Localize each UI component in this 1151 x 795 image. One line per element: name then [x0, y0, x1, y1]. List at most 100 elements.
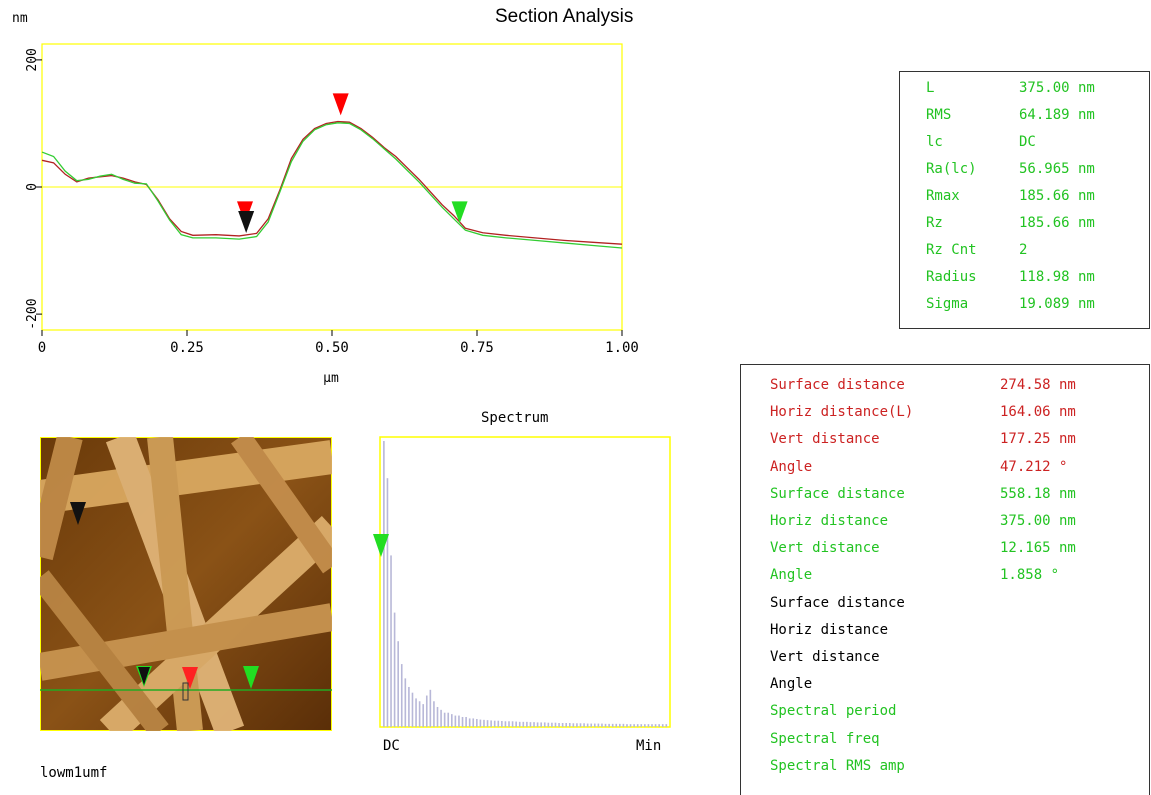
measurement-label: Vert distance	[770, 649, 880, 665]
spectrum-bar	[615, 723, 618, 727]
x-tick-label: 0.25	[170, 340, 204, 356]
measurement-value: 375.00 nm	[1000, 513, 1076, 529]
spectrum-chart	[373, 436, 671, 728]
spectrum-bar	[465, 716, 467, 727]
spectrum-bar	[454, 715, 457, 727]
stat-label: Radius	[926, 269, 977, 285]
measurement-label: Horiz distance	[770, 621, 889, 638]
spectrum-bar	[661, 724, 664, 727]
spectrum-bar	[601, 723, 603, 727]
spectrum-bar	[622, 723, 625, 727]
spectrum-x-right-label: Min	[636, 738, 662, 754]
stat-label: Ra(lc)	[926, 161, 977, 177]
measurement-label: Angle	[770, 458, 813, 475]
image-cursor-box[interactable]	[182, 682, 189, 701]
stat-label: L	[926, 80, 935, 96]
measurement-value: 558.18 nm	[1000, 485, 1076, 502]
measurement-value: 274.58 nm	[1000, 377, 1076, 393]
spectrum-bar	[429, 689, 432, 727]
spectrum-bar	[604, 723, 607, 727]
y-tick-label: 200	[25, 48, 40, 71]
stat-label: Sigma	[926, 296, 969, 312]
page-title: Section Analysis	[495, 6, 634, 27]
spectrum-bar	[511, 721, 514, 727]
spectrum-bar	[540, 722, 542, 727]
x-tick-label: 0.75	[460, 340, 494, 356]
spectrum-bar	[504, 721, 507, 727]
spectrum-bar	[551, 722, 553, 727]
spectrum-bar	[418, 701, 421, 727]
spectrum-bar	[665, 724, 668, 727]
x-unit-label: µm	[323, 371, 339, 386]
image-marker-green-right[interactable]	[243, 666, 259, 689]
spectrum-bar	[647, 724, 650, 727]
spectrum-bar	[608, 723, 610, 727]
spectrum-bar	[572, 723, 575, 727]
spectrum-bar	[565, 722, 568, 727]
stat-label: lc	[926, 134, 943, 150]
spectrum-bar	[529, 722, 532, 727]
spectrum-bar	[450, 714, 453, 727]
roughness-stats-panel: L 375.00 nm RMS 64.189 nm lc DC Ra(lc) 56.965 n…	[899, 71, 1150, 329]
spectrum-bar	[633, 724, 635, 727]
spectrum-bar	[386, 478, 389, 727]
stat-label: Rz Cnt	[926, 242, 977, 258]
profile-marker-3[interactable]	[451, 201, 468, 224]
spectrum-title: Spectrum	[481, 410, 549, 426]
stat-value: 56.965 nm	[1019, 161, 1095, 177]
spectrum-bar	[483, 719, 485, 727]
stat-value: 185.66 nm	[1019, 215, 1095, 231]
spectrum-bar	[461, 716, 464, 727]
spectrum-bar	[390, 555, 392, 727]
spectrum-bar	[404, 678, 407, 727]
profile-marker-2[interactable]	[332, 93, 349, 116]
spectrum-bar	[515, 721, 517, 727]
profile-marker-1[interactable]	[238, 210, 255, 233]
spectrum-bar	[411, 692, 414, 727]
spectrum-bar	[468, 718, 471, 727]
measurements-panel: Surface distance 274.58 nm Horiz distance(…	[740, 364, 1150, 795]
spectrum-bar	[425, 695, 428, 727]
afm-height-image[interactable]	[40, 437, 332, 731]
spectrum-bar	[443, 712, 446, 727]
spectrum-bar	[597, 723, 600, 727]
spectrum-bar	[393, 612, 396, 727]
spectrum-bar	[611, 723, 614, 727]
image-marker-red[interactable]	[182, 667, 198, 689]
measurement-label: Angle	[770, 567, 813, 584]
stat-value: DC	[1019, 134, 1036, 150]
spectrum-bar	[590, 723, 593, 727]
image-marker-black[interactable]	[70, 502, 86, 525]
measurement-label: Angle	[770, 676, 813, 693]
spectrum-bar	[579, 723, 582, 727]
y-tick-label: 0	[25, 183, 40, 191]
spectrum-bar	[476, 718, 478, 727]
spectrum-bar	[586, 723, 589, 727]
spectrum-bar	[436, 706, 439, 727]
spectrum-bar	[408, 686, 410, 727]
stat-label: Rz	[926, 215, 943, 231]
spectrum-bar	[433, 701, 435, 727]
spectrum-bar	[554, 722, 557, 727]
stat-value: 185.66 nm	[1019, 188, 1095, 204]
spectrum-bar	[629, 724, 632, 727]
measurement-label: Surface distance	[770, 377, 905, 393]
measurement-value: 164.06 nm	[1000, 404, 1076, 421]
measurement-label: Spectral period	[770, 703, 897, 720]
profile-line-0	[41, 120, 623, 245]
measurement-label: Vert distance	[770, 431, 880, 448]
stat-value: 2	[1019, 242, 1028, 258]
spectrum-bar	[654, 724, 657, 727]
x-tick-label: 1.00	[605, 340, 639, 356]
spectrum-marker-green[interactable]	[373, 534, 389, 557]
spectrum-bar	[558, 722, 560, 727]
spectrum-bar	[415, 698, 417, 727]
measurement-value: 177.25 nm	[1000, 431, 1076, 448]
spectrum-bar	[458, 715, 460, 727]
spectrum-bar	[651, 724, 653, 727]
stat-label: Rmax	[926, 188, 960, 204]
spectrum-bar	[526, 721, 528, 727]
profile-line-1	[41, 122, 623, 249]
section-profile-chart: nm 200 0 -200 0 0.25 0.50 0.75 1.00 µm	[12, 11, 639, 386]
measurement-label: Vert distance	[770, 540, 880, 557]
